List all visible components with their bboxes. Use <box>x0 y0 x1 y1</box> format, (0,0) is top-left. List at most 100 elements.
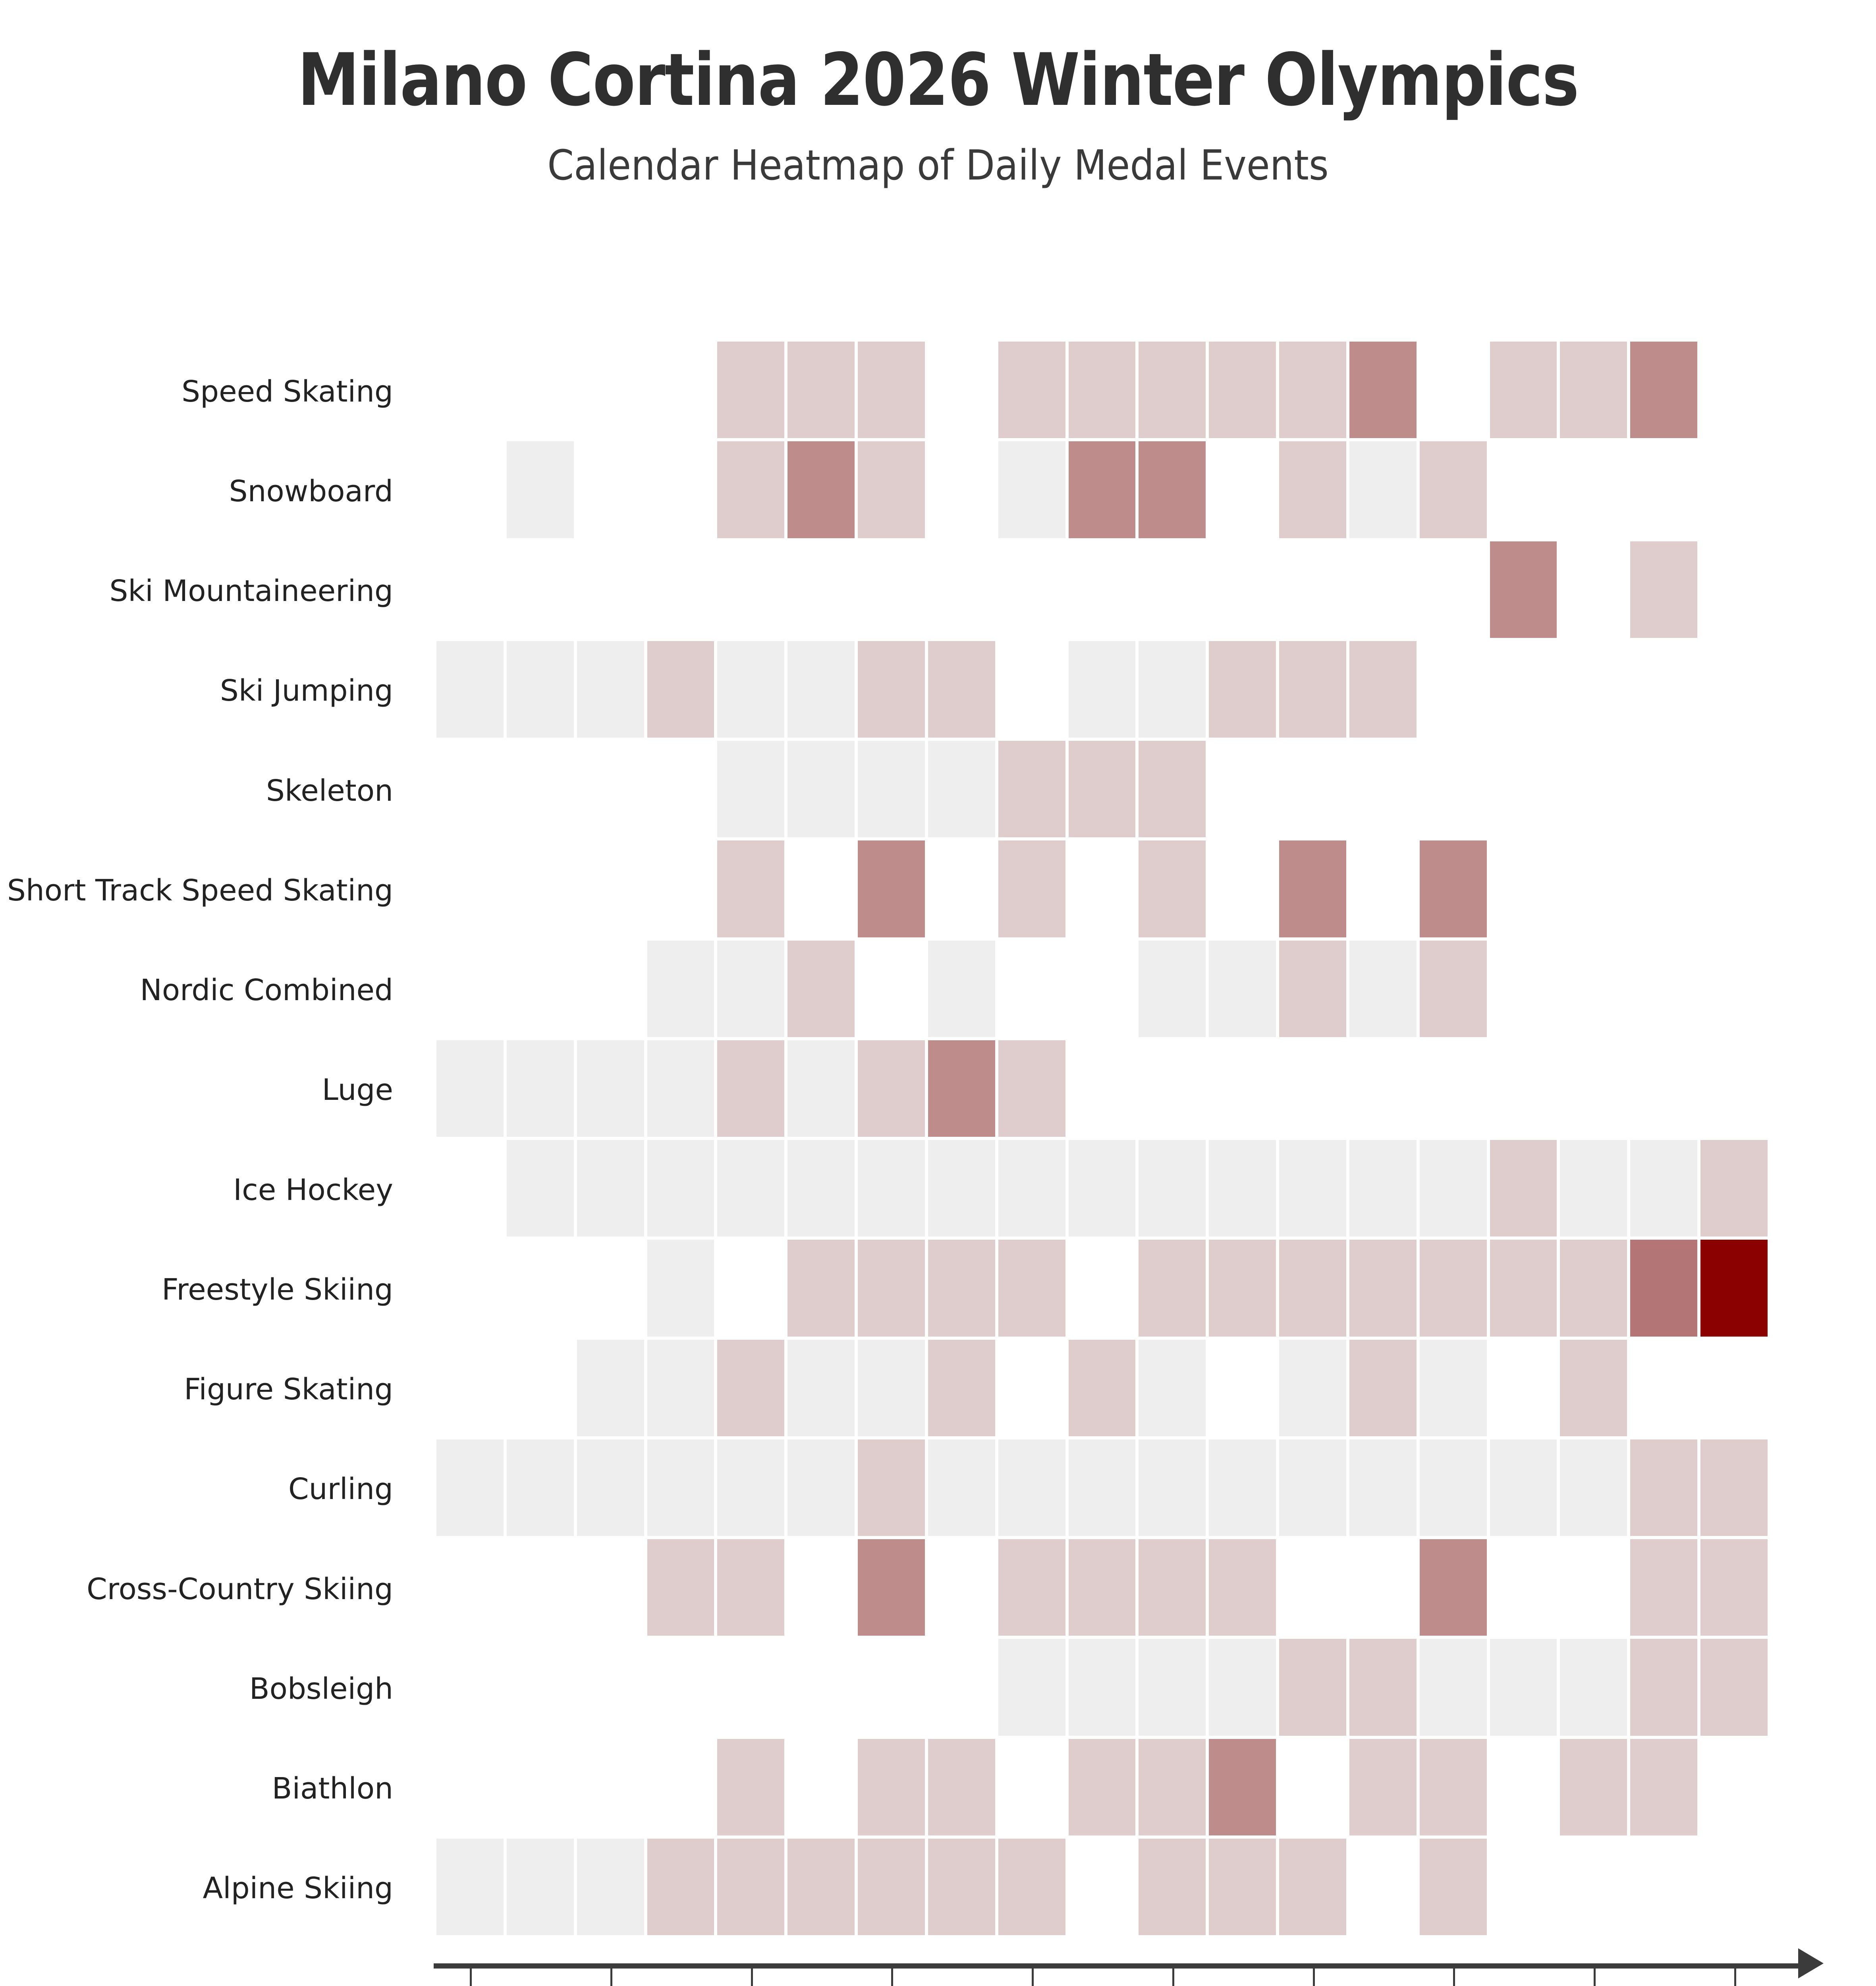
heatmap-cell[interactable] <box>1630 1240 1698 1337</box>
heatmap-cell[interactable] <box>717 641 785 738</box>
heatmap-cell[interactable] <box>647 1339 714 1436</box>
heatmap-cell[interactable] <box>787 1339 855 1436</box>
heatmap-cell[interactable] <box>1630 541 1698 638</box>
heatmap-cell[interactable] <box>1209 1838 1276 1935</box>
heatmap-cell[interactable] <box>1068 741 1136 838</box>
heatmap-cell[interactable] <box>647 1040 714 1137</box>
heatmap-cell[interactable] <box>1279 1838 1346 1935</box>
heatmap-cell[interactable] <box>1139 1739 1206 1835</box>
heatmap-cell[interactable] <box>1349 940 1417 1037</box>
heatmap-cell[interactable] <box>1630 1739 1698 1835</box>
heatmap-cell[interactable] <box>1419 441 1487 538</box>
heatmap-cell[interactable] <box>928 1240 995 1337</box>
heatmap-cell[interactable] <box>1279 441 1346 538</box>
heatmap-cell[interactable] <box>1209 1639 1276 1736</box>
heatmap-cell[interactable] <box>506 1439 574 1536</box>
heatmap-cell[interactable] <box>1630 1439 1698 1536</box>
heatmap-cell[interactable] <box>998 741 1065 838</box>
heatmap-cell[interactable] <box>1209 1739 1276 1835</box>
heatmap-cell[interactable] <box>1349 641 1417 738</box>
heatmap-cell[interactable] <box>1139 1639 1206 1736</box>
heatmap-cell[interactable] <box>1419 1240 1487 1337</box>
heatmap-cell[interactable] <box>647 1240 714 1337</box>
heatmap-cell[interactable] <box>1209 1240 1276 1337</box>
heatmap-cell[interactable] <box>1209 1539 1276 1636</box>
heatmap-cell[interactable] <box>1419 1339 1487 1436</box>
heatmap-cell[interactable] <box>1068 641 1136 738</box>
heatmap-cell[interactable] <box>1349 441 1417 538</box>
heatmap-cell[interactable] <box>1560 1140 1627 1237</box>
heatmap-cell[interactable] <box>577 1040 644 1137</box>
heatmap-cell[interactable] <box>436 641 504 738</box>
heatmap-cell[interactable] <box>1700 1140 1768 1237</box>
heatmap-cell[interactable] <box>717 1838 785 1935</box>
heatmap-cell[interactable] <box>1349 1339 1417 1436</box>
heatmap-cell[interactable] <box>787 342 855 439</box>
heatmap-cell[interactable] <box>1630 1539 1698 1636</box>
heatmap-cell[interactable] <box>1419 1639 1487 1736</box>
heatmap-cell[interactable] <box>858 441 925 538</box>
heatmap-cell[interactable] <box>717 1739 785 1835</box>
heatmap-cell[interactable] <box>858 1339 925 1436</box>
heatmap-cell[interactable] <box>998 1639 1065 1736</box>
heatmap-cell[interactable] <box>717 342 785 439</box>
heatmap-cell[interactable] <box>1560 1739 1627 1835</box>
heatmap-cell[interactable] <box>1349 1140 1417 1237</box>
heatmap-cell[interactable] <box>1419 940 1487 1037</box>
heatmap-cell[interactable] <box>1490 1439 1557 1536</box>
heatmap-cell[interactable] <box>1419 840 1487 937</box>
heatmap-cell[interactable] <box>1209 641 1276 738</box>
heatmap-cell[interactable] <box>1209 342 1276 439</box>
heatmap-cell[interactable] <box>1068 1539 1136 1636</box>
heatmap-cell[interactable] <box>1630 342 1698 439</box>
heatmap-cell[interactable] <box>1209 1140 1276 1237</box>
heatmap-cell[interactable] <box>1279 1140 1346 1237</box>
heatmap-cell[interactable] <box>858 1240 925 1337</box>
heatmap-cell[interactable] <box>928 1140 995 1237</box>
heatmap-cell[interactable] <box>717 940 785 1037</box>
heatmap-cell[interactable] <box>577 641 644 738</box>
heatmap-cell[interactable] <box>506 441 574 538</box>
heatmap-cell[interactable] <box>1700 1240 1768 1337</box>
heatmap-cell[interactable] <box>1139 1140 1206 1237</box>
heatmap-cell[interactable] <box>1349 1240 1417 1337</box>
heatmap-cell[interactable] <box>1139 1838 1206 1935</box>
heatmap-cell[interactable] <box>858 342 925 439</box>
heatmap-cell[interactable] <box>1419 1838 1487 1935</box>
heatmap-cell[interactable] <box>998 1539 1065 1636</box>
heatmap-cell[interactable] <box>1560 1639 1627 1736</box>
heatmap-cell[interactable] <box>1209 1439 1276 1536</box>
heatmap-cell[interactable] <box>1560 342 1627 439</box>
heatmap-cell[interactable] <box>1139 1439 1206 1536</box>
heatmap-cell[interactable] <box>787 741 855 838</box>
heatmap-cell[interactable] <box>858 641 925 738</box>
heatmap-cell[interactable] <box>1279 641 1346 738</box>
heatmap-cell[interactable] <box>1419 1140 1487 1237</box>
heatmap-cell[interactable] <box>1349 342 1417 439</box>
heatmap-cell[interactable] <box>1279 342 1346 439</box>
heatmap-cell[interactable] <box>647 641 714 738</box>
heatmap-cell[interactable] <box>1068 1439 1136 1536</box>
heatmap-cell[interactable] <box>647 1439 714 1536</box>
heatmap-cell[interactable] <box>858 840 925 937</box>
heatmap-cell[interactable] <box>506 1140 574 1237</box>
heatmap-cell[interactable] <box>1068 342 1136 439</box>
heatmap-cell[interactable] <box>1560 1439 1627 1536</box>
heatmap-cell[interactable] <box>998 1140 1065 1237</box>
heatmap-cell[interactable] <box>1700 1439 1768 1536</box>
heatmap-cell[interactable] <box>647 1539 714 1636</box>
heatmap-cell[interactable] <box>858 1739 925 1835</box>
heatmap-cell[interactable] <box>1139 342 1206 439</box>
heatmap-cell[interactable] <box>1139 1539 1206 1636</box>
heatmap-cell[interactable] <box>717 1140 785 1237</box>
heatmap-cell[interactable] <box>998 1439 1065 1536</box>
heatmap-cell[interactable] <box>1490 1240 1557 1337</box>
heatmap-cell[interactable] <box>998 342 1065 439</box>
heatmap-cell[interactable] <box>1419 1439 1487 1536</box>
heatmap-cell[interactable] <box>787 441 855 538</box>
heatmap-cell[interactable] <box>1139 940 1206 1037</box>
heatmap-cell[interactable] <box>998 1040 1065 1137</box>
heatmap-cell[interactable] <box>577 1339 644 1436</box>
heatmap-cell[interactable] <box>858 1539 925 1636</box>
heatmap-cell[interactable] <box>1209 940 1276 1037</box>
